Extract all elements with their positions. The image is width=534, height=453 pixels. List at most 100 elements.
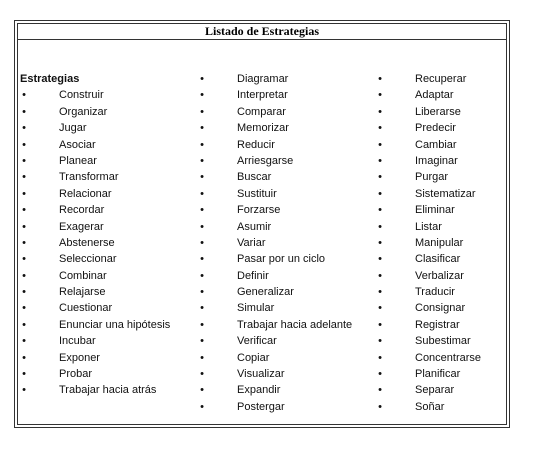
strategy-label: Generalizar [237,286,294,299]
strategy-label: Imaginar [415,154,458,167]
strategy-label: Planear [59,154,97,167]
strategy-label: Exponer [59,351,100,364]
bullet-icon: • [200,318,204,331]
bullet-icon: • [378,105,382,118]
strategy-item: • Abstenerse [20,237,115,253]
strategy-item: • Recordar [20,204,104,220]
strategy-label: Liberarse [415,105,461,118]
column-heading: Estrategias [20,73,80,85]
strategy-label: Simular [237,302,275,315]
strategy-label: Memorizar [237,122,289,135]
bullet-icon: • [200,171,204,184]
strategies-column-1: Estrategias • Construir • Organizar • Jugar • A… [20,73,170,401]
strategy-label: Jugar [59,122,87,135]
strategy-label: Separar [415,384,455,397]
bullet-icon: • [378,400,382,413]
strategy-label: Abstenerse [59,236,115,249]
bullet-icon: • [378,171,382,184]
strategy-label: Registrar [415,318,460,331]
strategy-label: Transformar [59,171,119,184]
bullet-icon: • [22,384,26,397]
bullet-icon: • [378,335,382,348]
strategy-item: • Relajarse [20,286,105,302]
bullet-icon: • [378,253,382,266]
strategy-item: • Relacionar [20,187,112,204]
strategy-label: Postergar [237,400,285,413]
bullet-icon: • [378,286,382,299]
bullet-icon: • [200,73,204,85]
bullet-icon: • [22,351,26,364]
bullet-icon: • [22,122,26,135]
bullet-icon: • [22,286,26,299]
bullet-icon: • [378,318,382,331]
strategy-label: Forzarse [237,204,281,217]
strategy-item: • Combinar [20,269,107,286]
strategy-item: • Organizar [20,105,107,122]
bullet-icon: • [22,368,26,381]
strategy-item: • Enunciar una hipótesis [20,318,170,335]
bullet-icon: • [378,351,382,364]
bullet-icon: • [378,89,382,102]
bullet-icon: • [378,368,382,381]
bullet-icon: • [22,187,26,200]
bullet-icon: • [200,302,204,315]
strategy-label: Arriesgarse [237,154,294,167]
bullet-icon: • [200,335,204,348]
bullet-icon: • [22,318,26,331]
bullet-icon: • [22,204,26,217]
strategy-label: Listar [415,220,442,233]
bullet-icon: • [378,302,382,315]
strategy-label: Relacionar [59,187,112,200]
bullet-icon: • [22,105,26,118]
bullet-icon: • [378,220,382,233]
strategy-label: Incubar [59,335,96,348]
strategy-label: Sistematizar [415,187,476,200]
strategy-item: • Planear [20,155,97,171]
strategies-table: Listado de Estrategias [14,20,510,428]
strategy-label: Asumir [237,220,272,233]
strategy-item: • Probar [20,368,92,384]
strategy-label: Variar [237,236,266,249]
bullet-icon: • [378,384,382,397]
table-title: Listado de Estrategias [18,24,506,40]
strategy-label: Planificar [415,368,461,381]
strategy-item: • Cuestionar [20,302,112,318]
strategy-label: Recordar [59,204,105,217]
strategy-label: Recuperar [415,73,467,85]
strategy-label: Copiar [237,351,270,364]
strategy-label: Adaptar [415,89,454,102]
strategy-label: Traducir [415,286,455,299]
strategy-label: Reducir [237,138,275,151]
bullet-icon: • [378,122,382,135]
strategy-item: • Jugar [20,122,86,138]
strategy-item: • Construir [20,89,104,105]
strategy-label: Seleccionar [59,253,117,266]
bullet-icon: • [200,204,204,217]
strategy-label: Definir [237,269,269,282]
strategy-item: • Seleccionar [20,253,116,269]
bullet-icon: • [378,236,382,249]
bullet-icon: • [200,269,204,282]
bullet-icon: • [22,269,26,282]
strategy-label: Verificar [237,335,277,348]
bullet-icon: • [200,138,204,151]
strategy-label: Purgar [415,171,449,184]
strategy-label: Probar [59,368,93,381]
strategy-label: Verbalizar [415,269,464,282]
bullet-icon: • [22,253,26,266]
bullet-icon: • [22,89,26,102]
strategy-label: Subestimar [415,335,471,348]
strategy-label: Trabajar hacia adelante [237,318,353,331]
bullet-icon: • [378,154,382,167]
bullet-icon: • [200,236,204,249]
strategy-label: Construir [59,89,104,102]
bullet-icon: • [22,335,26,348]
bullet-icon: • [200,384,204,397]
strategy-label: Soñar [415,400,445,413]
strategy-label: Diagramar [237,73,289,85]
strategy-label: Sustituir [237,187,277,200]
bullet-icon: • [200,253,204,266]
strategy-label: Cambiar [415,138,457,151]
bullet-icon: • [378,269,382,282]
strategy-label: Asociar [59,138,96,151]
